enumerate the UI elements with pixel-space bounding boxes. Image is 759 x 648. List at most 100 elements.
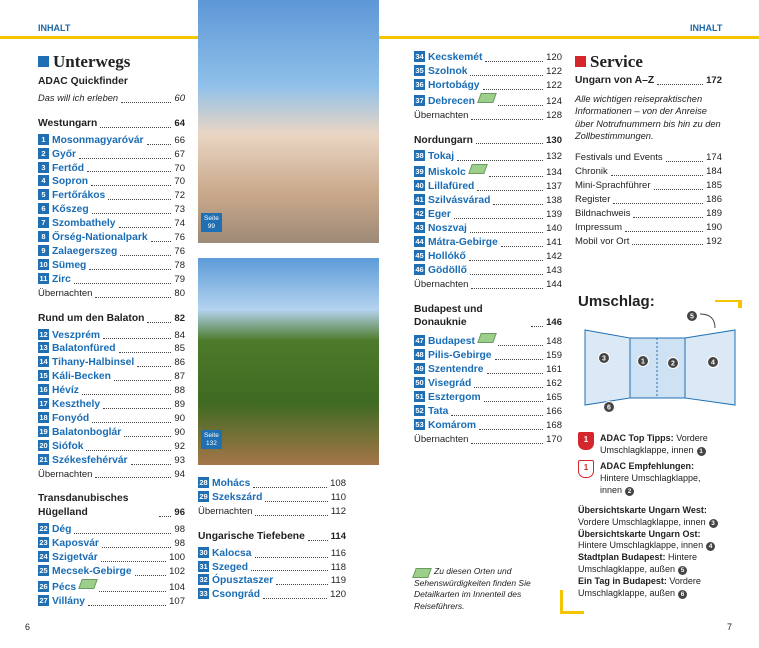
number-badge: 33 bbox=[198, 588, 209, 600]
number-badge: 28 bbox=[198, 477, 209, 488]
toc-row: 49 Szentendre 161 bbox=[414, 363, 562, 377]
entry-text: Komárom bbox=[428, 419, 477, 431]
page-ref: 70 bbox=[174, 176, 185, 188]
entry-text: Ungarn von A–Z bbox=[575, 75, 655, 86]
leader bbox=[74, 533, 172, 535]
page-ref: 130 bbox=[546, 134, 562, 146]
marker-label: 6 bbox=[607, 405, 611, 412]
toc-row: 34 Kecskemét 120 bbox=[414, 51, 562, 65]
leader bbox=[276, 584, 328, 586]
entry-text: Esztergom bbox=[428, 391, 481, 403]
ref-circle: 5 bbox=[678, 565, 688, 575]
entry-text: Őrség-Nationalpark bbox=[52, 232, 148, 244]
page-ref: 184 bbox=[706, 166, 722, 177]
leader bbox=[471, 287, 544, 289]
toc-block: Westungarn 64 1 Mosonmagyaróvár 66 2 Győr 67 3 Fe… bbox=[38, 117, 185, 301]
entry-text: Noszvaj bbox=[428, 222, 467, 234]
toc-row: 53 Komárom 168 bbox=[414, 418, 562, 433]
number-badge: 10 bbox=[38, 258, 49, 270]
entry: 40 Lillafüred bbox=[414, 180, 474, 194]
toc-row: 11 Zirc 79 bbox=[38, 272, 185, 287]
toc-row: 8 Őrség-Nationalpark 76 bbox=[38, 231, 185, 245]
map-label: Übersichtskarte Ungarn Ost: bbox=[578, 528, 701, 539]
leader bbox=[471, 442, 544, 444]
page-ref: 98 bbox=[174, 524, 185, 536]
number-badge: 46 bbox=[414, 263, 425, 275]
entry: Übernachten bbox=[414, 433, 468, 447]
corner bbox=[715, 300, 742, 308]
entry: Bildnachweis bbox=[575, 207, 630, 221]
entry-text: Übernachten bbox=[38, 468, 93, 480]
toc-row: 47 Budapest 148 bbox=[414, 333, 562, 349]
page-ref: 165 bbox=[546, 391, 562, 403]
toc-row: 31 Szeged 118 bbox=[198, 560, 346, 575]
toc-block: Nordungarn 130 38 Tokaj 132 39 Miskolc 134 40 Lil… bbox=[414, 134, 562, 292]
toc-column: 34 Kecskemét 120 35 Szolnok 122 36 Hortobágy 122… bbox=[414, 51, 562, 447]
leader bbox=[99, 590, 167, 592]
footnote: Zu diesen Orten und Sehenswürdigkeiten f… bbox=[414, 566, 562, 612]
entry-text: Mátra-Gebirge bbox=[428, 236, 498, 248]
page-ref: 73 bbox=[174, 204, 185, 216]
marker-label: 5 bbox=[690, 314, 694, 321]
toc-row: 29 Szekszárd 110 bbox=[198, 490, 346, 505]
leader bbox=[73, 282, 172, 284]
toc-row: Übernachten 128 bbox=[414, 109, 562, 123]
leader bbox=[493, 204, 544, 206]
legend-icon: 1 bbox=[578, 432, 594, 450]
entry: 12 Veszprém bbox=[38, 328, 101, 343]
page-ref: 122 bbox=[546, 65, 562, 77]
entry: 9 Zalaegerszeg bbox=[38, 244, 117, 259]
toc-row: 13 Balatonfüred 85 bbox=[38, 342, 185, 356]
page-ref: 85 bbox=[174, 343, 185, 355]
page-ref: 190 bbox=[706, 221, 722, 233]
leader bbox=[475, 143, 544, 145]
page-ref: 142 bbox=[546, 250, 562, 262]
leader bbox=[121, 101, 172, 103]
entry: 11 Zirc bbox=[38, 272, 71, 287]
entry-text: Nordungarn bbox=[414, 134, 473, 146]
entry: 48 Pilis-Gebirge bbox=[414, 349, 492, 363]
entry: 32 Ópusztaszer bbox=[198, 574, 273, 588]
marker bbox=[598, 352, 610, 364]
number-badge: 45 bbox=[414, 249, 425, 261]
legend-label: ADAC Top Tipps: bbox=[600, 433, 674, 443]
number-badge: 30 bbox=[198, 546, 209, 558]
toc-row: 7 Szombathely 74 bbox=[38, 217, 185, 231]
entry-text: Impressum bbox=[575, 221, 622, 233]
caption-label: Seite bbox=[204, 215, 219, 222]
leader bbox=[79, 157, 172, 159]
page-ref: 94 bbox=[174, 468, 185, 480]
toc-row: Das will ich erleben 60 bbox=[38, 92, 185, 106]
leader bbox=[613, 202, 704, 204]
entry-text: Bildnachweis bbox=[575, 207, 631, 219]
title-text: Unterwegs bbox=[53, 52, 131, 71]
leader bbox=[469, 273, 544, 275]
header: INHALT bbox=[38, 23, 71, 33]
number-badge: 47 bbox=[414, 335, 425, 347]
entry: 18 Fonyód bbox=[38, 411, 90, 426]
toc-row: 21 Székesfehérvár 93 bbox=[38, 453, 185, 468]
leader bbox=[118, 227, 172, 229]
entry: 26 Pécs bbox=[38, 578, 98, 595]
entry: Nordungarn bbox=[414, 134, 473, 148]
toc-row: 35 Szolnok 122 bbox=[414, 64, 562, 79]
entry-text: Fonyód bbox=[52, 412, 90, 424]
number-badge: 38 bbox=[414, 150, 425, 162]
ref-circle: 3 bbox=[708, 518, 718, 528]
number-badge: 51 bbox=[414, 390, 425, 402]
toc-row: 3 Fertőd 70 bbox=[38, 161, 185, 176]
legend-text: Vordere Umschlagklappe, innen bbox=[600, 433, 708, 455]
leader bbox=[653, 188, 704, 190]
entry-text: Veszprém bbox=[52, 329, 101, 341]
toc-row: 33 Csongrád 120 bbox=[198, 588, 346, 602]
entry-text: Hortobágy bbox=[428, 79, 480, 91]
number-badge: 36 bbox=[414, 78, 425, 90]
number-badge: 29 bbox=[198, 490, 209, 502]
entry-text: Mini-Sprachführer bbox=[575, 179, 651, 191]
page-ref: 134 bbox=[546, 167, 562, 179]
entry-text: Miskolc bbox=[428, 167, 466, 179]
entry: 46 Gödöllő bbox=[414, 263, 467, 278]
entry-text: Visegrád bbox=[428, 378, 472, 390]
page-ref: 162 bbox=[546, 378, 562, 390]
title-text: Service bbox=[590, 52, 643, 71]
